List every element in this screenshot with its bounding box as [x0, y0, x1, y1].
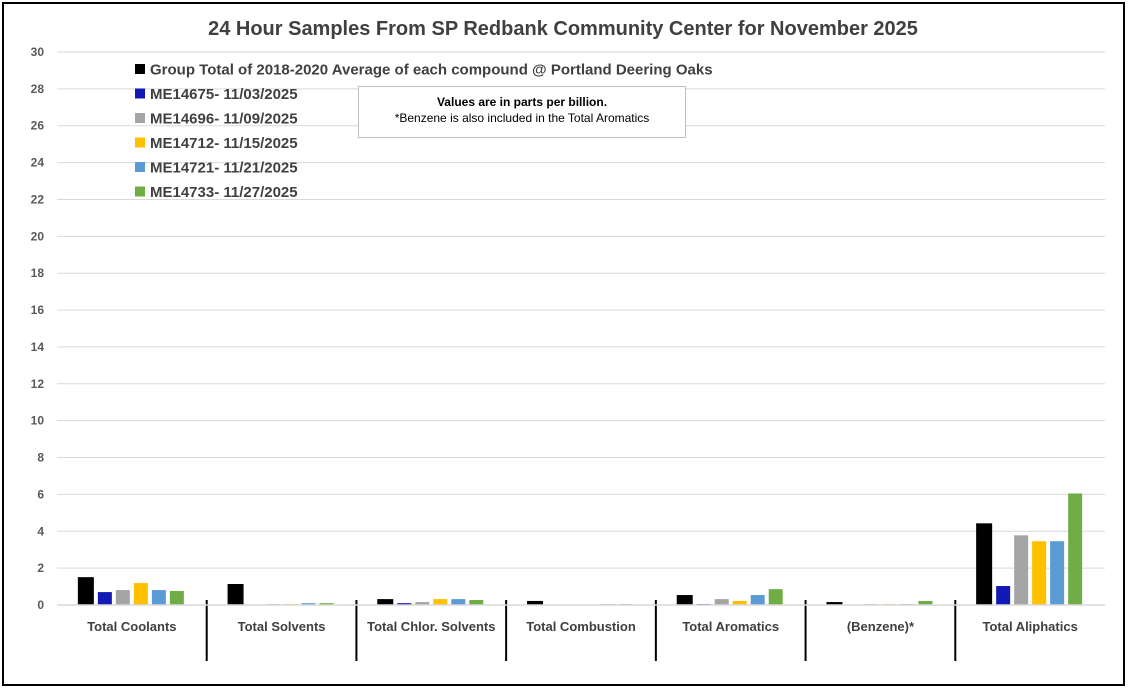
y-tick-label: 6 [37, 487, 44, 501]
chart-title: 24 Hour Samples From SP Redbank Communit… [208, 18, 918, 40]
y-tick-label: 0 [37, 598, 44, 612]
bar [397, 603, 412, 605]
legend-swatch [135, 162, 145, 172]
annotation-line-1: Values are in parts per billion. [436, 95, 608, 109]
bar [1032, 541, 1047, 605]
y-tick-label: 16 [31, 303, 45, 317]
legend-entry: ME14721- 11/21/2025 [150, 160, 298, 177]
legend-swatch [135, 113, 145, 123]
bar [469, 600, 484, 605]
y-tick-label: 20 [31, 229, 45, 243]
y-tick-label: 22 [31, 192, 45, 206]
bar [996, 586, 1011, 605]
legend-entry: ME14696- 11/09/2025 [150, 111, 298, 128]
x-tick-label: Total Aromatics [682, 619, 779, 634]
bar [377, 599, 394, 605]
bar [732, 600, 747, 605]
annotation-box: Values are in parts per billion. *Benzen… [358, 86, 686, 138]
bar [151, 590, 166, 605]
legend-swatch [135, 64, 145, 74]
y-tick-label: 26 [31, 119, 45, 133]
bar [527, 600, 543, 605]
bar [169, 590, 184, 605]
y-tick-label: 30 [31, 45, 45, 59]
bar [918, 600, 933, 605]
legend-entry: ME14712- 11/15/2025 [150, 135, 298, 152]
bar [319, 603, 334, 605]
y-tick-label: 28 [31, 82, 45, 96]
legend-swatch [135, 186, 145, 197]
legend-entry: ME14675- 11/03/2025 [150, 86, 298, 103]
bar [768, 589, 783, 605]
bar [976, 523, 993, 605]
y-tick-label: 10 [31, 414, 45, 428]
bar [227, 583, 244, 605]
x-tick-label: (Benzene)* [847, 619, 915, 634]
y-tick-label: 24 [31, 156, 45, 170]
bar [115, 590, 130, 605]
bar [415, 602, 430, 605]
x-tick-label: Total Coolants [87, 619, 176, 634]
x-tick-label: Total Chlor. Solvents [367, 619, 495, 634]
x-tick-label: Total Solvents [238, 619, 326, 634]
legend-swatch [135, 88, 145, 99]
bar [826, 602, 843, 605]
bar [676, 595, 693, 605]
x-tick-label: Total Combustion [526, 619, 636, 634]
bar [133, 583, 148, 605]
bar [97, 592, 112, 605]
y-tick-label: 18 [31, 266, 45, 280]
bar [451, 599, 466, 605]
legend-entry: Group Total of 2018-2020 Average of each… [150, 62, 713, 79]
bar [714, 599, 729, 605]
y-tick-label: 2 [37, 561, 44, 575]
bar [750, 595, 765, 605]
legend-entry: ME14733- 11/27/2025 [150, 184, 298, 201]
annotation-line-2: *Benzene is also included in the Total A… [394, 111, 650, 125]
y-tick-label: 14 [31, 340, 45, 354]
bar [301, 603, 316, 605]
bar [433, 599, 448, 605]
y-tick-label: 12 [31, 377, 45, 391]
y-tick-label: 4 [37, 524, 44, 538]
bar [1068, 493, 1083, 605]
y-tick-label: 8 [37, 451, 44, 465]
bar [1014, 535, 1029, 605]
bar [77, 577, 94, 605]
bar [1050, 541, 1065, 605]
legend-swatch [135, 137, 145, 148]
x-tick-label: Total Aliphatics [982, 619, 1077, 634]
